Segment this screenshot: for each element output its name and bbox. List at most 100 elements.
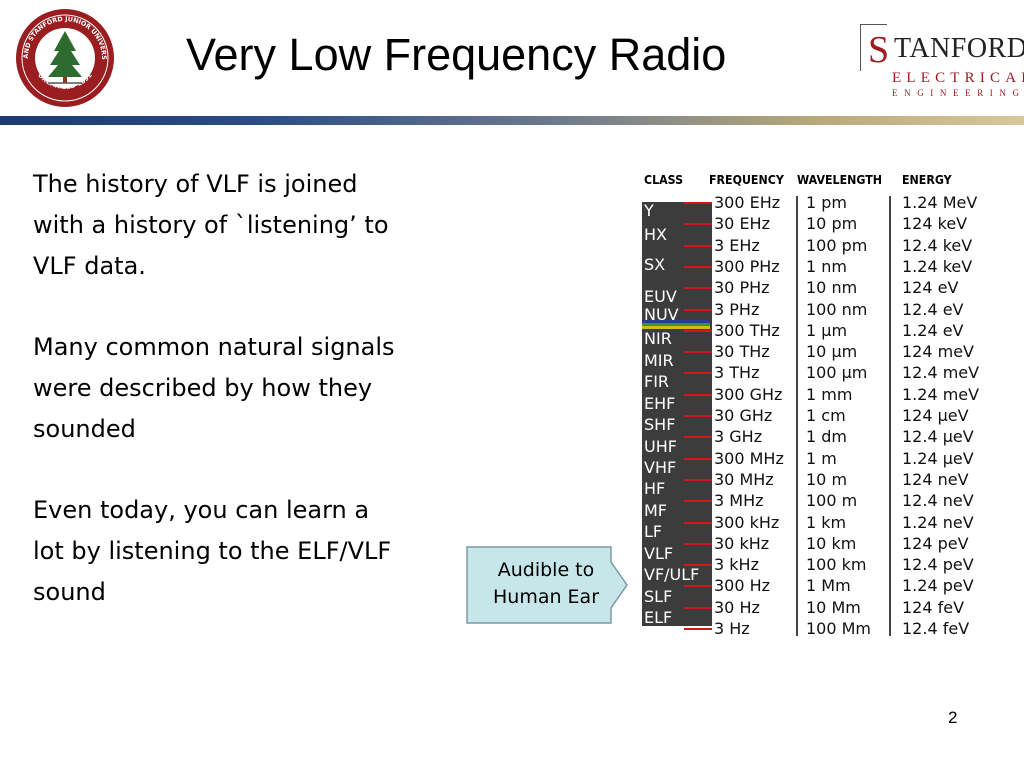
wavelength-cell: 100 μm [806, 363, 868, 383]
class-label: Y [644, 201, 654, 220]
class-label: SLF [644, 587, 673, 606]
wavelength-cell: 10 m [806, 469, 848, 489]
energy-cell: 1.24 μeV [902, 448, 974, 468]
class-label: LF [644, 522, 663, 541]
class-bar [642, 202, 712, 626]
class-label: SHF [644, 415, 676, 434]
energy-cell: 12.4 eV [902, 299, 964, 319]
header-energy: ENERGY [902, 173, 952, 187]
frequency-cell: 3 GHz [714, 427, 763, 447]
class-label: NIR [644, 329, 672, 348]
energy-cell: 12.4 peV [902, 555, 974, 575]
frequency-cell: 30 Hz [714, 597, 760, 617]
wavelength-cell: 100 m [806, 491, 858, 511]
header-frequency: FREQUENCY [709, 173, 784, 187]
frequency-tick [684, 436, 712, 439]
slide-title: Very Low Frequency Radio [186, 29, 727, 80]
wavelength-cell: 1 km [806, 512, 847, 532]
stanford-ee-logo: S TANFORD ELECTRICAL ENGINEERING [856, 22, 1024, 104]
header-wavelength: WAVELENGTH [797, 173, 883, 187]
frequency-cell: 300 kHz [714, 512, 780, 532]
frequency-cell: 3 THz [714, 363, 760, 383]
energy-column-rule [889, 196, 891, 636]
color-band [642, 320, 710, 323]
frequency-tick [684, 244, 712, 247]
frequency-cell: 30 kHz [714, 533, 770, 553]
wavelength-cell: 100 pm [806, 235, 868, 255]
frequency-tick [684, 202, 712, 204]
color-band [642, 323, 710, 326]
class-label: VLF [644, 544, 674, 563]
class-label: ELF [644, 608, 673, 627]
energy-cell: 12.4 keV [902, 235, 973, 255]
logo-bracket [860, 24, 887, 71]
energy-cell: 12.4 μeV [902, 427, 974, 447]
wavelength-cell: 1 dm [806, 427, 848, 447]
audible-callout: Audible to Human Ear [466, 546, 629, 624]
header-class: CLASS [644, 173, 684, 187]
energy-cell: 12.4 feV [902, 619, 970, 638]
frequency-cell: 30 PHz [714, 278, 770, 298]
wavelength-cell: 1 m [806, 448, 837, 468]
paragraph: Even today, you can learn a lot by liste… [33, 496, 392, 606]
frequency-cell: 300 GHz [714, 384, 783, 404]
wavelength-cell: 100 km [806, 555, 867, 575]
em-spectrum-table: CLASS FREQUENCY WAVELENGTH ENERGY Y HX SX E… [640, 168, 1012, 642]
frequency-cell: 30 GHz [714, 406, 773, 425]
energy-cell: 124 neV [902, 469, 969, 489]
frequency-tick [684, 457, 712, 460]
logo-initial: S [868, 29, 890, 71]
energy-cell: 124 peV [902, 533, 969, 553]
energy-cell: 12.4 meV [902, 363, 980, 383]
logo-line1: TANFORD [894, 33, 1024, 64]
frequency-cell: 300 Hz [714, 576, 771, 596]
wavelength-cell: 1 nm [806, 256, 847, 276]
frequency-cell: 300 EHz [714, 193, 781, 212]
logo-line3: ENGINEERING [892, 88, 1024, 98]
energy-cell: 1.24 neV [902, 512, 974, 532]
energy-cell: 12.4 neV [902, 491, 974, 511]
energy-cell: 1.24 meV [902, 384, 980, 404]
wavelength-cell: 1 cm [806, 406, 846, 425]
wavelength-cell: 10 Mm [806, 597, 861, 617]
wavelength-cell: 1 Mm [806, 576, 851, 596]
wavelength-cell: 10 μm [806, 342, 858, 362]
wavelength-column-rule [796, 196, 798, 636]
frequency-tick [684, 329, 712, 332]
class-label: VF/ULF [644, 565, 700, 584]
logo-line2: ELECTRICAL [892, 70, 1024, 86]
frequency-cell: 3 EHz [714, 235, 760, 255]
class-label: HF [644, 479, 666, 498]
frequency-cell: 30 THz [714, 342, 770, 362]
frequency-tick [684, 415, 712, 417]
class-label: NUV [644, 305, 679, 324]
stanford-seal-logo: LELAND STANFORD JUNIOR UNIVERSITY ORGANI… [11, 1, 116, 109]
frequency-tick [684, 585, 712, 588]
paragraph: The history of VLF is joined with a hist… [33, 170, 389, 280]
frequency-cell: 300 THz [714, 320, 780, 340]
callout-text: Audible to Human Ear [492, 559, 600, 608]
wavelength-cell: 1 μm [806, 320, 848, 340]
class-label: UHF [644, 437, 677, 456]
frequency-cell: 300 MHz [714, 448, 784, 468]
class-label: HX [644, 225, 667, 244]
frequency-cell: 3 MHz [714, 491, 764, 511]
wavelength-cell: 10 km [806, 533, 857, 553]
frequency-cell: 3 PHz [714, 299, 760, 319]
wavelength-cell: 100 Mm [806, 619, 872, 638]
frequency-tick [684, 521, 712, 524]
frequency-tick [684, 542, 712, 545]
energy-cell: 124 feV [902, 597, 965, 617]
energy-cell: 124 keV [902, 214, 968, 234]
frequency-tick [684, 287, 712, 290]
frequency-tick [684, 372, 712, 375]
paragraph: Many common natural signals were describ… [33, 333, 395, 443]
frequency-cell: 3 Hz [714, 619, 750, 638]
wavelength-cell: 100 nm [806, 299, 868, 319]
title-divider [0, 116, 1024, 125]
energy-cell: 1.24 eV [902, 320, 964, 340]
frequency-cell: 30 MHz [714, 469, 774, 489]
frequency-cell: 30 EHz [714, 214, 770, 234]
wavelength-cell: 10 nm [806, 278, 858, 298]
energy-cell: 124 μeV [902, 406, 969, 425]
